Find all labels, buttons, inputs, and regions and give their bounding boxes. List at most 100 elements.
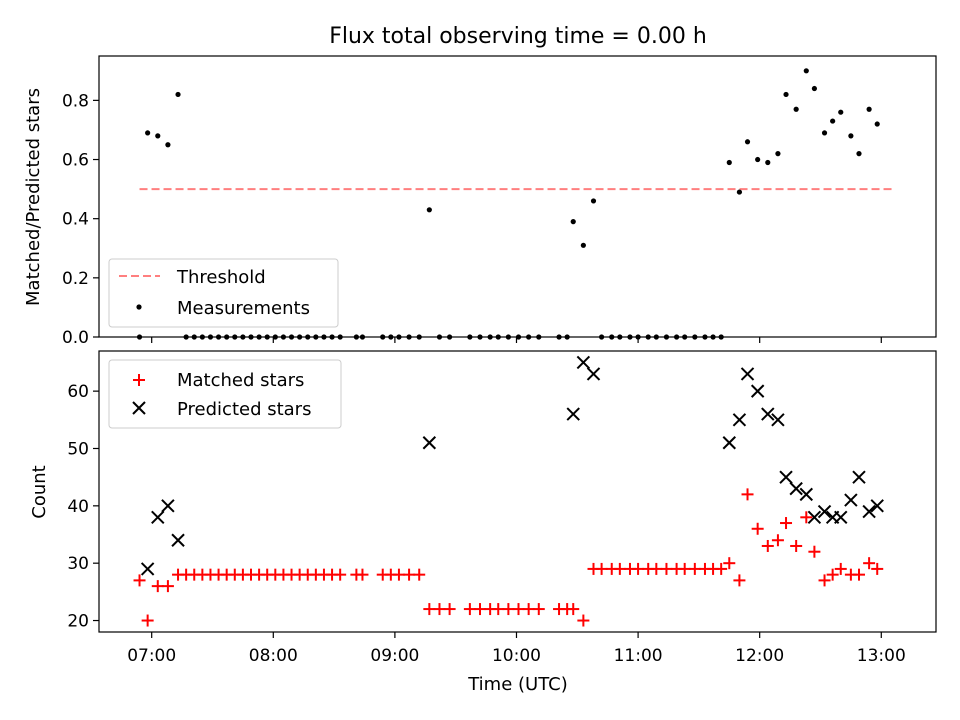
y-tick-label: 50 bbox=[67, 439, 89, 459]
predicted-star-point bbox=[422, 436, 437, 450]
matched-star-point bbox=[741, 488, 754, 501]
y-tick-label: 0.4 bbox=[62, 210, 89, 230]
measurement-point bbox=[821, 130, 828, 136]
legend-box bbox=[108, 359, 342, 429]
measurement-point bbox=[775, 151, 781, 157]
predicted-star-point bbox=[862, 504, 876, 519]
matched-star-point bbox=[871, 562, 884, 575]
matched-star-point bbox=[852, 568, 865, 581]
measurement-point bbox=[165, 142, 171, 148]
x-stroke-b bbox=[171, 533, 185, 547]
x-tick-label: 08:00 bbox=[249, 646, 298, 666]
legend-matched-label: Matched stars bbox=[177, 370, 304, 391]
matched-star-point bbox=[800, 511, 813, 524]
x-stroke-b bbox=[852, 470, 866, 484]
matched-star-point bbox=[334, 568, 347, 581]
matched-star-point bbox=[632, 562, 645, 575]
legend-threshold-label: Threshold bbox=[176, 267, 266, 288]
x-stroke-b bbox=[722, 436, 736, 450]
matched-star-point bbox=[818, 574, 831, 587]
x-tick-label: 09:00 bbox=[370, 646, 419, 666]
matched-star-point bbox=[771, 534, 784, 547]
matched-star-point bbox=[492, 603, 505, 616]
matched-star-point bbox=[715, 562, 728, 575]
predicted-star-point bbox=[732, 413, 747, 427]
predicted-star-point bbox=[771, 413, 785, 427]
ratio-axes: 0.0 0.2 0.4 0.6 0.8 bbox=[62, 55, 937, 348]
matched-star-point bbox=[567, 603, 580, 616]
x-stroke-b bbox=[586, 367, 601, 381]
measurement-point bbox=[838, 109, 844, 115]
predicted-star-point bbox=[566, 407, 580, 421]
measurement-point bbox=[580, 242, 586, 248]
matched-star-point bbox=[733, 574, 746, 587]
x-tick-label: 12:00 bbox=[735, 646, 784, 666]
measurement-point bbox=[426, 207, 432, 213]
predicted-star-point bbox=[834, 510, 848, 525]
matched-star-point bbox=[678, 562, 691, 575]
matched-star-point bbox=[433, 603, 446, 616]
matched-star-point bbox=[474, 603, 487, 616]
measurement-point bbox=[830, 118, 836, 124]
x-stroke-b bbox=[771, 413, 785, 427]
predicted-star-point bbox=[161, 499, 175, 513]
measurement-point bbox=[856, 151, 862, 157]
matched-star-point bbox=[577, 614, 590, 627]
x-stroke-b bbox=[140, 562, 155, 576]
predicted-star-point bbox=[151, 510, 165, 525]
count-plot-area bbox=[133, 355, 884, 627]
x-stroke-b bbox=[779, 470, 793, 484]
x-stroke-b bbox=[789, 481, 803, 496]
measurement-point bbox=[874, 121, 880, 127]
predicted-star-point bbox=[750, 384, 765, 398]
y-tick-label: 0.6 bbox=[62, 151, 89, 171]
matched-star-point bbox=[790, 539, 803, 552]
matched-star-point bbox=[141, 614, 154, 627]
matched-star-point bbox=[392, 568, 405, 581]
legend-count: Matched stars Predicted stars bbox=[108, 359, 342, 429]
x-stroke-b bbox=[834, 510, 848, 525]
matched-star-point bbox=[512, 603, 525, 616]
measurement-point bbox=[783, 91, 789, 98]
legend-predicted-label: Predicted stars bbox=[177, 399, 311, 420]
matched-star-point bbox=[780, 517, 793, 530]
matched-star-point bbox=[463, 603, 476, 616]
matched-star-point bbox=[688, 562, 701, 575]
matched-star-point bbox=[403, 568, 416, 581]
matched-star-point bbox=[133, 574, 146, 587]
predicted-star-point bbox=[722, 436, 736, 450]
predicted-star-point bbox=[576, 355, 591, 370]
x-stroke-b bbox=[844, 493, 858, 507]
predicted-star-point bbox=[586, 367, 601, 381]
matched-star-point bbox=[356, 568, 369, 581]
measurement-point bbox=[736, 189, 743, 195]
predicted-star-point bbox=[807, 510, 822, 525]
predicted-star-point bbox=[844, 493, 858, 507]
y-axis-label-ratio: Matched/Predicted stars bbox=[23, 88, 44, 306]
predicted-star-point bbox=[852, 470, 866, 484]
x-stroke-b bbox=[750, 384, 765, 398]
x-stroke-b bbox=[799, 487, 814, 502]
matched-star-point bbox=[443, 603, 456, 616]
matched-star-point bbox=[613, 562, 626, 575]
matched-star-point bbox=[863, 557, 876, 570]
count-axes: 20 30 40 50 60 07:00 08:00 09:00 10:00 11:00 12:00… bbox=[67, 350, 937, 666]
x-tick-label: 07:00 bbox=[127, 646, 176, 666]
predicted-star-point bbox=[817, 504, 832, 519]
count-panel: Count Time (UTC) 20 30 40 50 60 07:00 08:00 09:… bbox=[29, 350, 937, 695]
ratio-panel: Flux total observing time = 0.00 h Match… bbox=[23, 24, 937, 348]
predicted-star-point bbox=[799, 487, 814, 502]
x-stroke-b bbox=[161, 499, 175, 513]
y-tick-label: 40 bbox=[67, 497, 89, 517]
legend-box bbox=[108, 258, 339, 328]
y-axis-label-count: Count bbox=[29, 465, 50, 518]
x-stroke-b bbox=[576, 355, 591, 370]
axes-frame bbox=[98, 350, 937, 633]
axes-frame bbox=[98, 55, 937, 338]
x-tick-label: 13:00 bbox=[857, 646, 906, 666]
predicted-star-point bbox=[171, 533, 185, 547]
predicted-star-point bbox=[140, 562, 155, 576]
matched-star-point bbox=[161, 580, 174, 593]
predicted-star-point bbox=[789, 481, 803, 496]
